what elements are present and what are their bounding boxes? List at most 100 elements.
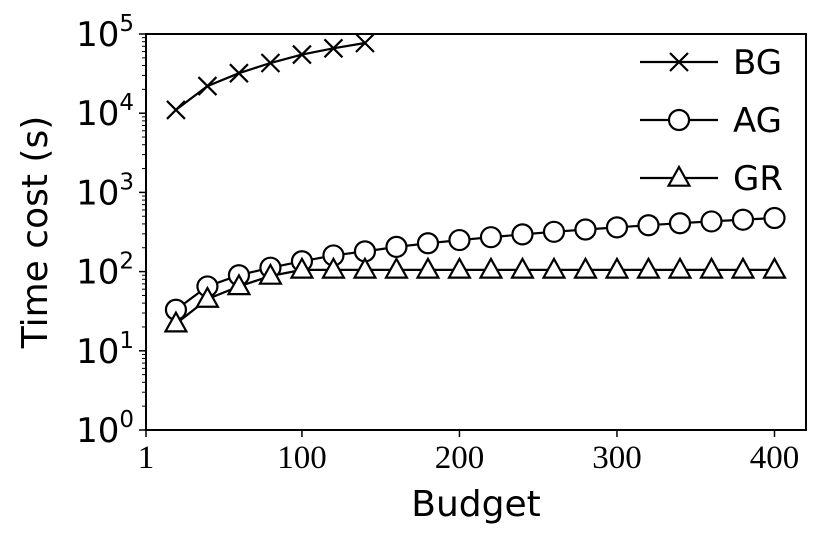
circle-shape — [511, 223, 534, 246]
y-tick-label: 100 — [76, 407, 134, 451]
point-gr — [699, 256, 724, 279]
legend-item-ag: AG — [640, 101, 782, 141]
triangle-shape — [384, 256, 409, 279]
triangle-shape — [666, 164, 692, 187]
point-gr — [541, 256, 567, 279]
point-ag — [731, 208, 755, 231]
triangle-shape — [573, 256, 598, 279]
circle-shape — [637, 214, 660, 237]
point-ag — [668, 212, 692, 235]
circle-shape — [700, 210, 723, 233]
point-gr — [636, 256, 661, 279]
point-ag — [574, 218, 597, 241]
y-tick-label: 103 — [76, 169, 134, 213]
triangle-shape — [636, 256, 661, 279]
circle-shape — [416, 232, 440, 255]
x-stroke — [197, 76, 218, 96]
point-bg — [229, 63, 249, 83]
point-bg — [292, 44, 312, 65]
point-gr — [226, 273, 252, 296]
point-gr — [573, 256, 598, 279]
point-gr — [478, 256, 504, 279]
triangle-shape — [415, 256, 441, 279]
point-gr — [352, 256, 378, 279]
point-ag — [605, 216, 629, 239]
point-ag — [479, 226, 503, 249]
circle-shape — [574, 218, 597, 241]
legend: BG AG GR — [640, 43, 783, 199]
triangle-shape — [352, 256, 378, 279]
point-ag — [511, 223, 534, 246]
circle-shape — [605, 216, 629, 239]
x-tick-label: 400 — [750, 440, 800, 476]
point-ag — [542, 220, 566, 243]
point-gr — [730, 256, 756, 279]
legend-item-bg: BG — [640, 43, 782, 83]
x-stroke — [166, 100, 186, 120]
point-bg — [260, 53, 281, 73]
y-tick-label: 105 — [76, 11, 134, 55]
point-ag — [763, 206, 786, 230]
point-bg — [355, 33, 375, 53]
y-tick-base: 10 — [76, 15, 119, 55]
triangle-shape — [510, 256, 535, 279]
point-ag — [700, 210, 723, 233]
legend-label-bg: BG — [733, 43, 782, 83]
x-tick-label: 1 — [138, 440, 155, 476]
circle-shape — [448, 228, 471, 252]
triangle-shape — [667, 256, 693, 279]
circle-shape — [667, 108, 691, 132]
x-stroke — [355, 33, 375, 53]
y-axis-label: Time cost (s) — [15, 116, 56, 350]
legend-marker-ag — [667, 108, 691, 132]
y-tick-base: 10 — [76, 253, 119, 293]
point-gr — [163, 310, 189, 333]
point-ag — [416, 232, 440, 255]
triangle-shape — [321, 256, 346, 279]
x-stroke — [260, 53, 281, 73]
point-gr — [195, 285, 220, 308]
legend-label-gr: GR — [733, 159, 783, 199]
y-tick-base: 10 — [76, 332, 119, 372]
circle-shape — [668, 212, 692, 235]
legend-marker-bg — [669, 52, 689, 72]
point-gr — [667, 256, 693, 279]
circle-shape — [479, 226, 503, 249]
point-bg — [166, 100, 186, 120]
y-tick-exponent: 1 — [119, 328, 134, 354]
triangle-shape — [730, 256, 756, 279]
triangle-shape — [478, 256, 504, 279]
x-axis-label: Budget — [411, 484, 540, 525]
y-tick-base: 10 — [76, 94, 119, 134]
series-ag — [164, 206, 786, 321]
point-gr — [289, 256, 315, 279]
point-gr — [258, 262, 283, 285]
y-tick-base: 10 — [76, 173, 119, 213]
series-bg — [166, 33, 375, 120]
point-gr — [447, 256, 472, 279]
point-ag — [448, 228, 471, 252]
point-bg — [197, 76, 218, 96]
y-tick-exponent: 5 — [119, 11, 134, 37]
point-ag — [385, 235, 408, 259]
triangle-shape — [447, 256, 472, 279]
series-gr — [163, 256, 787, 333]
y-tick-exponent: 3 — [119, 169, 134, 195]
point-gr — [604, 256, 630, 279]
circle-shape — [731, 208, 755, 231]
x-stroke — [292, 44, 312, 65]
point-gr — [762, 256, 787, 279]
x-stroke — [323, 38, 344, 59]
series-layer — [163, 33, 787, 333]
point-gr — [415, 256, 441, 279]
x-stroke — [669, 52, 689, 72]
triangle-shape — [541, 256, 567, 279]
x-tick-label: 200 — [435, 440, 485, 476]
triangle-shape — [289, 256, 315, 279]
point-ag — [637, 214, 660, 237]
x-tick-label: 300 — [592, 440, 642, 476]
triangle-shape — [226, 273, 252, 296]
y-tick-label: 102 — [76, 249, 134, 293]
